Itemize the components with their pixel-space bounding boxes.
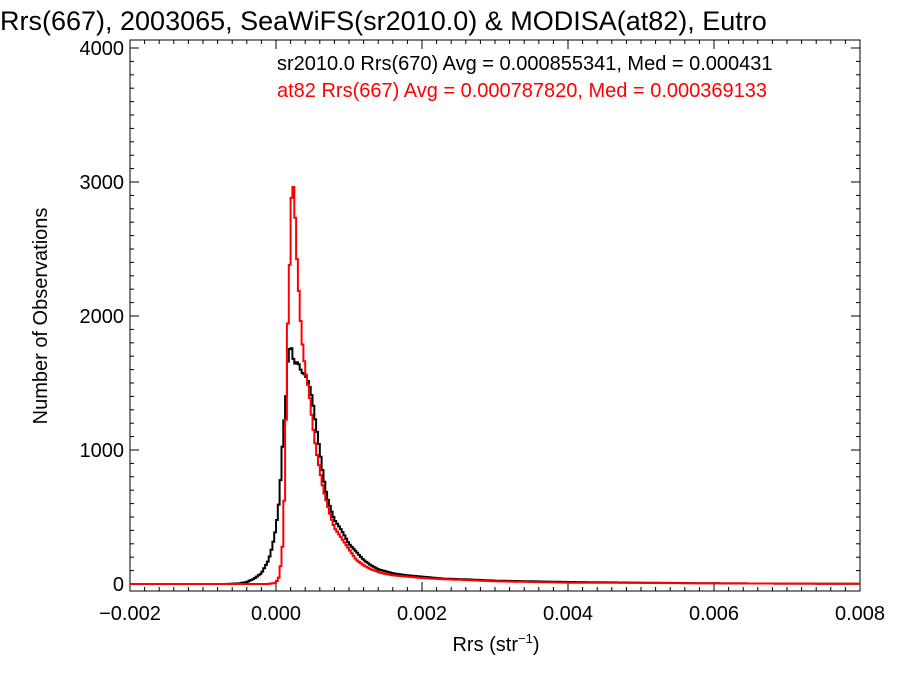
series-sr2010-line: [130, 347, 860, 585]
axis-tick-labels: −0.002 0.000 0.002 0.004 0.006 0.008 0 1000 2000…: [80, 38, 886, 625]
y-tick-label: 4000: [80, 38, 125, 60]
y-axis-label: Number of Observations: [30, 208, 52, 425]
series-at82-line: [130, 186, 860, 585]
x-axis-label: Rrs (str−1): [452, 631, 539, 656]
x-tick-label: 0.004: [543, 603, 593, 625]
axis-ticks: [129, 40, 861, 591]
x-axis-label-main: Rrs (str: [452, 634, 518, 656]
y-tick-label: 0: [113, 574, 124, 596]
x-axis-label-superscript: −1: [518, 631, 533, 646]
x-axis-label-close: ): [533, 634, 540, 656]
x-tick-label: 0.008: [835, 603, 885, 625]
legend: sr2010.0 Rrs(670) Avg = 0.000855341, Med…: [277, 53, 773, 102]
x-tick-label: 0.002: [397, 603, 447, 625]
x-tick-label: −0.002: [99, 603, 161, 625]
x-tick-label: 0.000: [251, 603, 301, 625]
chart-title: Rrs(667), 2003065, SeaWiFS(sr2010.0) & M…: [0, 6, 767, 36]
y-tick-label: 2000: [80, 306, 125, 328]
y-tick-label: 1000: [80, 440, 125, 462]
legend-entry-sr2010: sr2010.0 Rrs(670) Avg = 0.000855341, Med…: [277, 53, 773, 75]
y-tick-label: 3000: [80, 172, 125, 194]
legend-entry-at82: at82 Rrs(667) Avg = 0.000787820, Med = 0…: [277, 80, 767, 102]
series-layer: [130, 186, 860, 585]
x-tick-label: 0.006: [689, 603, 739, 625]
plot-frame: [129, 39, 861, 592]
